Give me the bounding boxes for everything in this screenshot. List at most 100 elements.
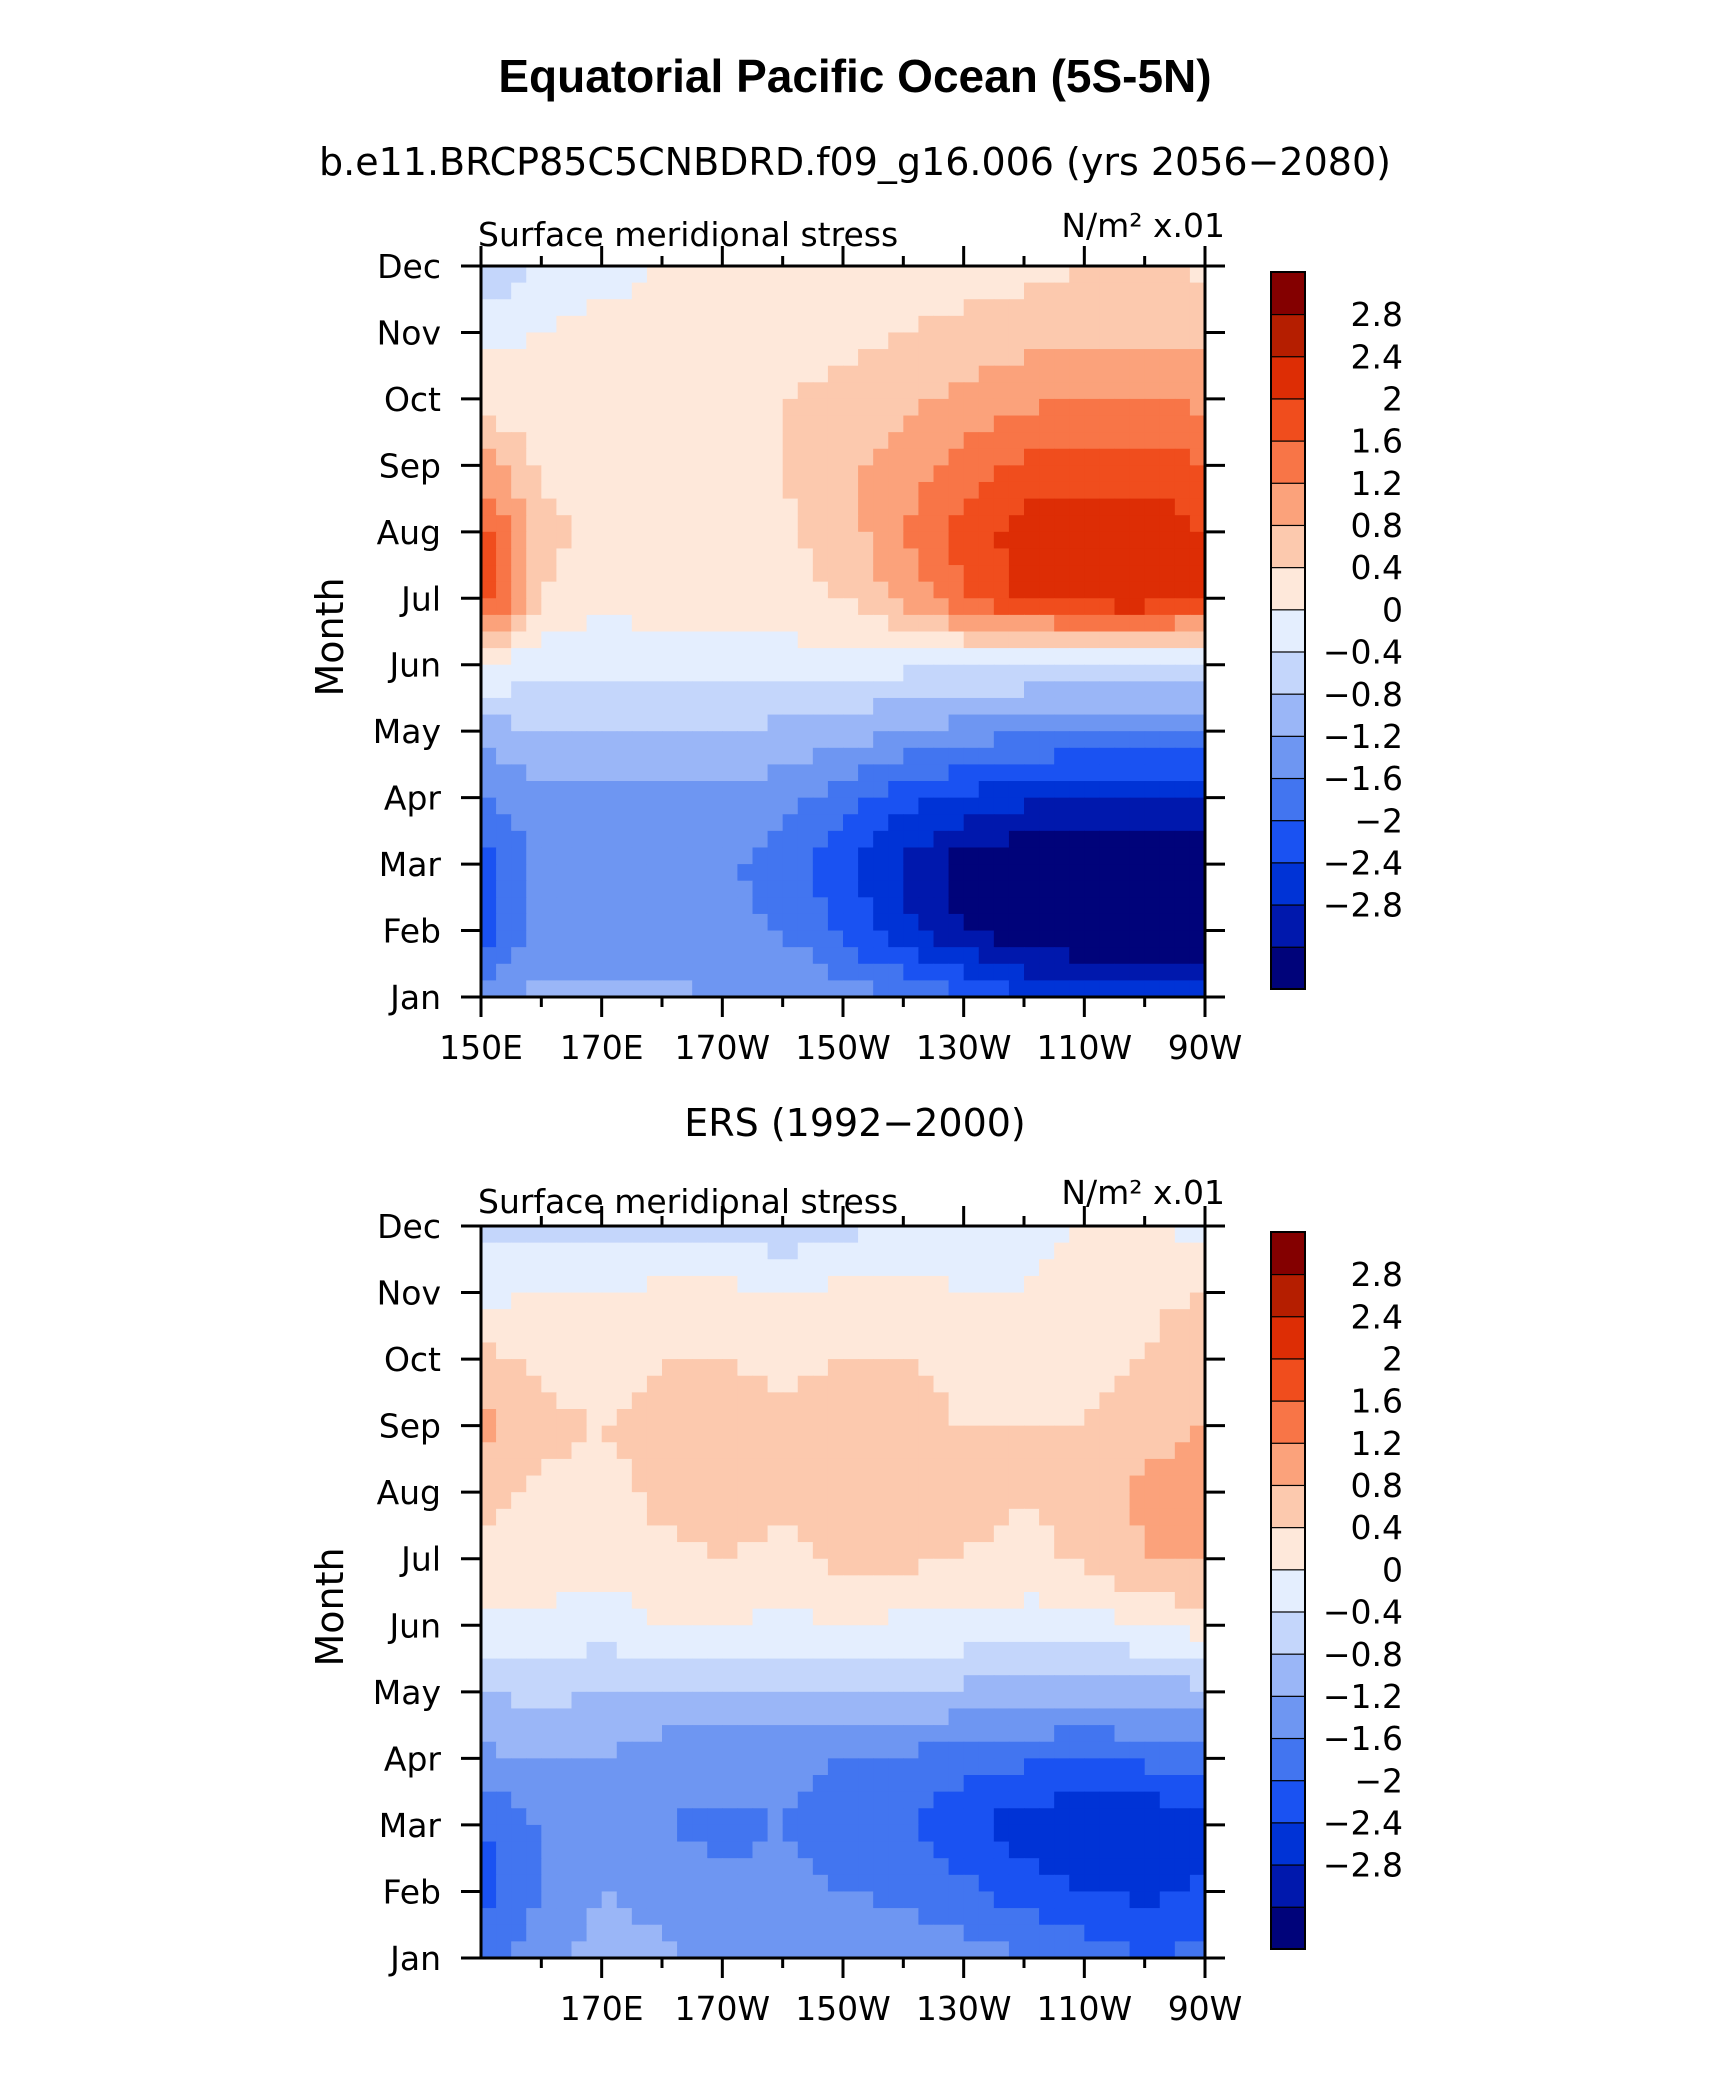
contour-cell xyxy=(722,830,739,849)
contour-cell xyxy=(752,415,769,433)
contour-cell xyxy=(963,299,980,317)
contour-cell xyxy=(692,830,708,849)
contour-cell xyxy=(707,465,723,483)
contour-cell xyxy=(1099,349,1116,367)
contour-cell xyxy=(797,681,814,699)
contour-cell xyxy=(843,1824,859,1843)
contour-cell xyxy=(692,847,708,865)
panel-top: b.e11.BRCP85C5CNBDRD.f09_g16.006 (yrs 20… xyxy=(308,140,1403,1067)
contour-cell xyxy=(496,631,512,649)
contour-cell xyxy=(511,415,527,433)
contour-cell xyxy=(1024,1392,1040,1410)
contour-cell xyxy=(496,1292,512,1310)
contour-cell xyxy=(782,531,799,550)
contour-cell xyxy=(526,1725,542,1743)
contour-cell xyxy=(1069,1708,1085,1726)
contour-cell xyxy=(496,1891,512,1909)
contour-cell xyxy=(631,648,648,666)
contour-cell xyxy=(707,1874,723,1893)
contour-cell xyxy=(918,598,935,616)
contour-cell xyxy=(601,930,618,948)
contour-cell xyxy=(1174,947,1191,965)
contour-cell xyxy=(963,1458,980,1477)
contour-cell xyxy=(526,963,542,981)
contour-cell xyxy=(692,1758,708,1776)
contour-cell xyxy=(827,947,844,965)
contour-cell xyxy=(993,764,1010,782)
contour-cell xyxy=(692,864,708,882)
contour-cell xyxy=(1174,1824,1191,1843)
contour-cell xyxy=(526,847,542,865)
contour-cell xyxy=(812,1542,829,1560)
contour-cell xyxy=(616,1858,633,1876)
contour-cell xyxy=(511,1741,527,1759)
contour-cell xyxy=(993,481,1010,500)
contour-cell xyxy=(601,797,618,815)
contour-cell xyxy=(511,1592,527,1610)
contour-cell xyxy=(843,1874,859,1893)
contour-cell xyxy=(677,1808,693,1826)
contour-cell xyxy=(1024,1492,1040,1510)
contour-cell xyxy=(496,930,512,948)
contour-cell xyxy=(481,1442,497,1460)
contour-cell xyxy=(631,1941,648,1959)
contour-cell xyxy=(571,1791,588,1809)
contour-cell xyxy=(737,1691,754,1710)
contour-cell xyxy=(526,781,542,799)
contour-cell xyxy=(1069,1941,1085,1959)
contour-cell xyxy=(1084,947,1101,965)
contour-cell xyxy=(978,1791,995,1809)
contour-cell xyxy=(541,1292,558,1310)
contour-cell xyxy=(1024,1658,1040,1676)
contour-cell xyxy=(1024,913,1040,932)
contour-cell xyxy=(496,299,512,317)
contour-cell xyxy=(481,714,497,732)
contour-cell xyxy=(1039,531,1055,550)
contour-cell xyxy=(858,830,874,849)
contour-cell xyxy=(1159,481,1176,500)
contour-cell xyxy=(767,1575,784,1593)
contour-cell xyxy=(1189,1542,1206,1560)
contour-cell xyxy=(903,1359,920,1377)
contour-cell xyxy=(782,448,799,466)
contour-cell xyxy=(1069,664,1085,682)
contour-cell xyxy=(526,1375,542,1393)
contour-cell xyxy=(797,1791,814,1809)
contour-cell xyxy=(827,1924,844,1942)
contour-cell xyxy=(888,764,904,782)
contour-cell xyxy=(812,365,829,383)
contour-cell xyxy=(978,1608,995,1626)
contour-cell xyxy=(481,1475,497,1493)
contour-cell xyxy=(1039,947,1055,965)
contour-cell xyxy=(556,1608,573,1626)
contour-cell xyxy=(707,1375,723,1393)
contour-cell xyxy=(571,963,588,981)
contour-cell xyxy=(1008,1375,1025,1393)
contour-cell xyxy=(1189,1525,1206,1543)
contour-cell xyxy=(511,897,527,915)
contour-cell xyxy=(767,1475,784,1493)
contour-cell xyxy=(541,1309,558,1327)
contour-cell xyxy=(1174,897,1191,915)
contour-cell xyxy=(767,781,784,799)
contour-cell xyxy=(737,1641,754,1660)
contour-cell xyxy=(978,1725,995,1743)
contour-cell xyxy=(903,847,920,865)
contour-cell xyxy=(978,1858,995,1876)
contour-cell xyxy=(933,714,950,732)
x-tick-label: 150E xyxy=(439,1028,523,1067)
contour-cell xyxy=(631,1924,648,1942)
contour-cell xyxy=(722,1675,739,1693)
contour-cell xyxy=(918,1458,935,1477)
contour-cell xyxy=(496,1492,512,1510)
contour-cell xyxy=(888,697,904,716)
contour-cell xyxy=(692,797,708,815)
contour-cell xyxy=(571,415,588,433)
contour-cell xyxy=(1159,1758,1176,1776)
contour-cell xyxy=(1174,764,1191,782)
contour-cell xyxy=(963,1691,980,1710)
contour-cell xyxy=(526,1226,542,1244)
contour-cell xyxy=(993,681,1010,699)
contour-cell xyxy=(963,349,980,367)
contour-cell xyxy=(1024,498,1040,516)
